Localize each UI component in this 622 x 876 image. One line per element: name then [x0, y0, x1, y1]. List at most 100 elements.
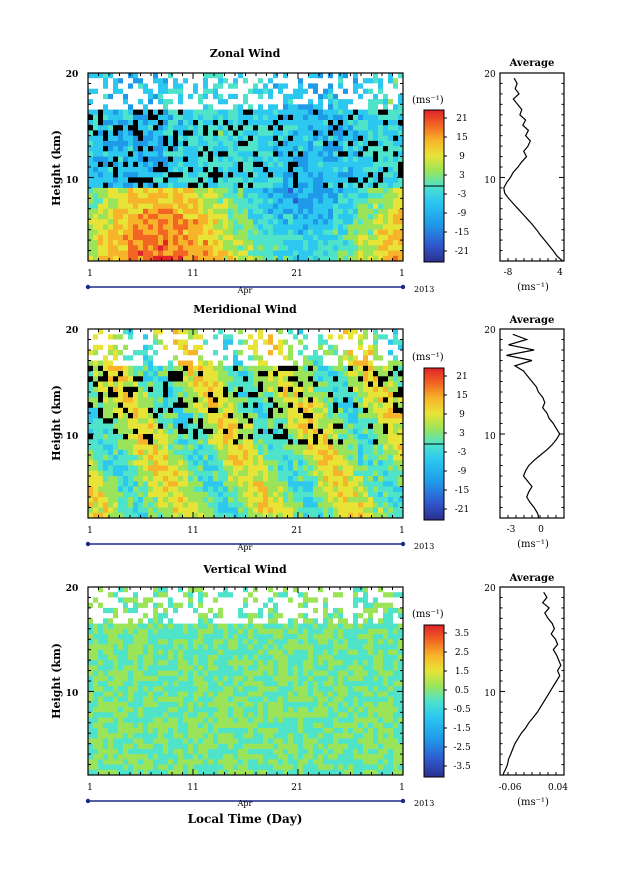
- heatmap-cell: [383, 88, 389, 95]
- heatmap-cell: [133, 360, 139, 367]
- heatmap-cell: [123, 350, 129, 356]
- heatmap-cell: [258, 376, 264, 382]
- heatmap-cell: [258, 245, 264, 251]
- heatmap-cell: [103, 109, 109, 116]
- heatmap-cell: [228, 497, 234, 503]
- heatmap-cell: [88, 407, 94, 414]
- heatmap-cell: [113, 360, 119, 367]
- heatmap-cell: [223, 125, 229, 131]
- heatmap-cell: [288, 455, 294, 461]
- heatmap-cell: [348, 240, 354, 246]
- heatmap-cell: [348, 214, 354, 220]
- heatmap-cell: [253, 219, 259, 225]
- heatmap-cell: [173, 439, 179, 445]
- heatmap-cell: [383, 455, 389, 461]
- heatmap-cell: [388, 130, 394, 136]
- heatmap-cell: [228, 172, 234, 178]
- heatmap-cell: [383, 502, 389, 508]
- heatmap-cell: [108, 502, 114, 508]
- heatmap-cell: [258, 439, 264, 445]
- heatmap-cell: [398, 428, 404, 435]
- heatmap-cell: [353, 135, 359, 142]
- heatmap-cell: [133, 114, 139, 121]
- heatmap-cell: [148, 130, 154, 136]
- heatmap-cell: [373, 502, 379, 508]
- heatmap-cell: [98, 355, 104, 361]
- heatmap-cell: [153, 140, 159, 147]
- heatmap-cell: [273, 476, 279, 482]
- heatmap-cell: [103, 465, 109, 472]
- heatmap-cell: [173, 229, 179, 236]
- heatmap-cell: [123, 114, 129, 121]
- heatmap-cell: [273, 229, 279, 236]
- heatmap-cell: [398, 334, 404, 340]
- heatmap-cell: [93, 78, 99, 84]
- heatmap-cell: [248, 371, 254, 377]
- heatmap-cell: [303, 172, 309, 178]
- heatmap-cell: [288, 449, 294, 456]
- heatmap-cell: [193, 146, 199, 152]
- heatmap-cell: [138, 234, 144, 241]
- heatmap-cell: [358, 167, 364, 173]
- heatmap-cell: [378, 381, 384, 388]
- heatmap-cell: [158, 114, 164, 121]
- heatmap-cell: [368, 109, 374, 116]
- heatmap-cell: [123, 502, 129, 508]
- heatmap-cell: [373, 371, 379, 377]
- heatmap-cell: [248, 334, 254, 340]
- heatmap-cell: [213, 491, 219, 498]
- heatmap-cell: [268, 78, 274, 84]
- heatmap-cell: [93, 88, 99, 95]
- heatmap-cell: [323, 93, 329, 100]
- heatmap-cell: [168, 497, 174, 503]
- heatmap-cell: [278, 365, 284, 372]
- heatmap-cell: [168, 512, 174, 519]
- heatmap-cell: [338, 376, 344, 382]
- heatmap-cell: [148, 481, 154, 487]
- heatmap-cell: [103, 135, 109, 142]
- heatmap-cell: [318, 481, 324, 487]
- heatmap-cell: [263, 507, 269, 514]
- heatmap-cell: [223, 402, 229, 409]
- heatmap-cell: [153, 104, 159, 110]
- heatmap-cell: [248, 376, 254, 382]
- heatmap-cell: [343, 104, 349, 110]
- heatmap-cell: [253, 497, 259, 503]
- heatmap-cell: [253, 449, 259, 456]
- heatmap-cell: [273, 193, 279, 199]
- heatmap-cell: [253, 114, 259, 121]
- heatmap-cell: [373, 481, 379, 487]
- heatmap-cell: [248, 392, 254, 398]
- heatmap-cell: [358, 334, 364, 340]
- heatmap-cell: [208, 334, 214, 340]
- heatmap-cell: [348, 418, 354, 424]
- heatmap-cell: [398, 208, 404, 215]
- heatmap-cell: [188, 397, 194, 403]
- heatmap-cell: [308, 470, 314, 477]
- heatmap-cell: [133, 470, 139, 477]
- heatmap-cell: [398, 125, 404, 131]
- heatmap-cell: [318, 203, 324, 210]
- heatmap-cell: [398, 455, 404, 461]
- heatmap-cell: [263, 78, 269, 84]
- heatmap-cell: [278, 177, 284, 183]
- heatmap-cell: [338, 146, 344, 152]
- heatmap-cell: [278, 93, 284, 100]
- heatmap-cell: [253, 88, 259, 95]
- heatmap-cell: [338, 486, 344, 493]
- heatmap-cell: [328, 455, 334, 461]
- heatmap-cell: [188, 381, 194, 388]
- heatmap-cell: [233, 334, 239, 340]
- heatmap-cell: [393, 224, 399, 230]
- heatmap-cell: [248, 365, 254, 372]
- heatmap-cell: [253, 439, 259, 445]
- heatmap-cell: [238, 507, 244, 514]
- heatmap-cell: [113, 502, 119, 508]
- heatmap-cell: [398, 491, 404, 498]
- heatmap-cell: [283, 470, 289, 477]
- heatmap-cell: [213, 470, 219, 477]
- heatmap-cell: [213, 507, 219, 514]
- heatmap-cell: [338, 151, 344, 157]
- heatmap-cell: [348, 114, 354, 121]
